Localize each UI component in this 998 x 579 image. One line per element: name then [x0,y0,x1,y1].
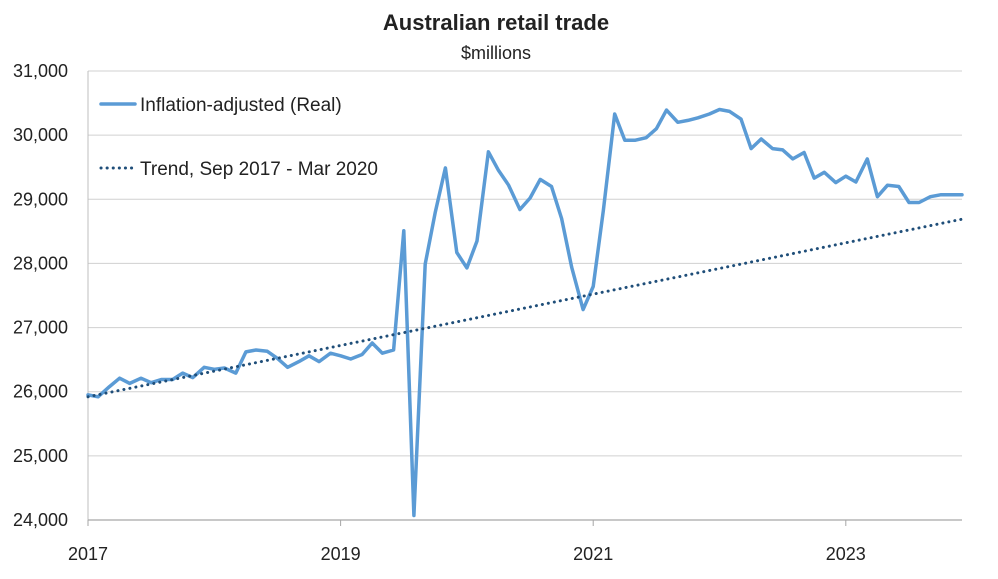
y-tick-label: 26,000 [13,382,68,402]
y-axis: 24,000 25,000 26,000 27,000 28,000 29,000 30,0… [13,61,68,530]
legend-label: Trend, Sep 2017 - Mar 2020 [140,159,378,180]
gridlines [87,70,962,521]
chart-title: Australian retail trade [383,10,609,35]
x-tick-label: 2017 [68,544,108,564]
series-line-trend [86,217,964,399]
plot-area [86,107,964,518]
x-tick-label: 2021 [573,544,613,564]
y-tick-label: 31,000 [13,61,68,81]
x-axis: 2017 2019 2021 2023 [68,520,866,564]
legend: Inflation-adjusted (Real) Trend, Sep 2017… [99,95,378,180]
y-tick-label: 27,000 [13,318,68,338]
y-tick-label: 30,000 [13,125,68,145]
y-tick-label: 25,000 [13,446,68,466]
chart-subtitle: $millions [461,43,531,63]
x-tick-label: 2019 [321,544,361,564]
series-line-real [86,107,964,518]
legend-label: Inflation-adjusted (Real) [140,95,342,116]
y-tick-label: 29,000 [13,189,68,209]
y-tick-label: 28,000 [13,253,68,273]
y-tick-label: 24,000 [13,510,68,530]
x-tick-label: 2023 [826,544,866,564]
